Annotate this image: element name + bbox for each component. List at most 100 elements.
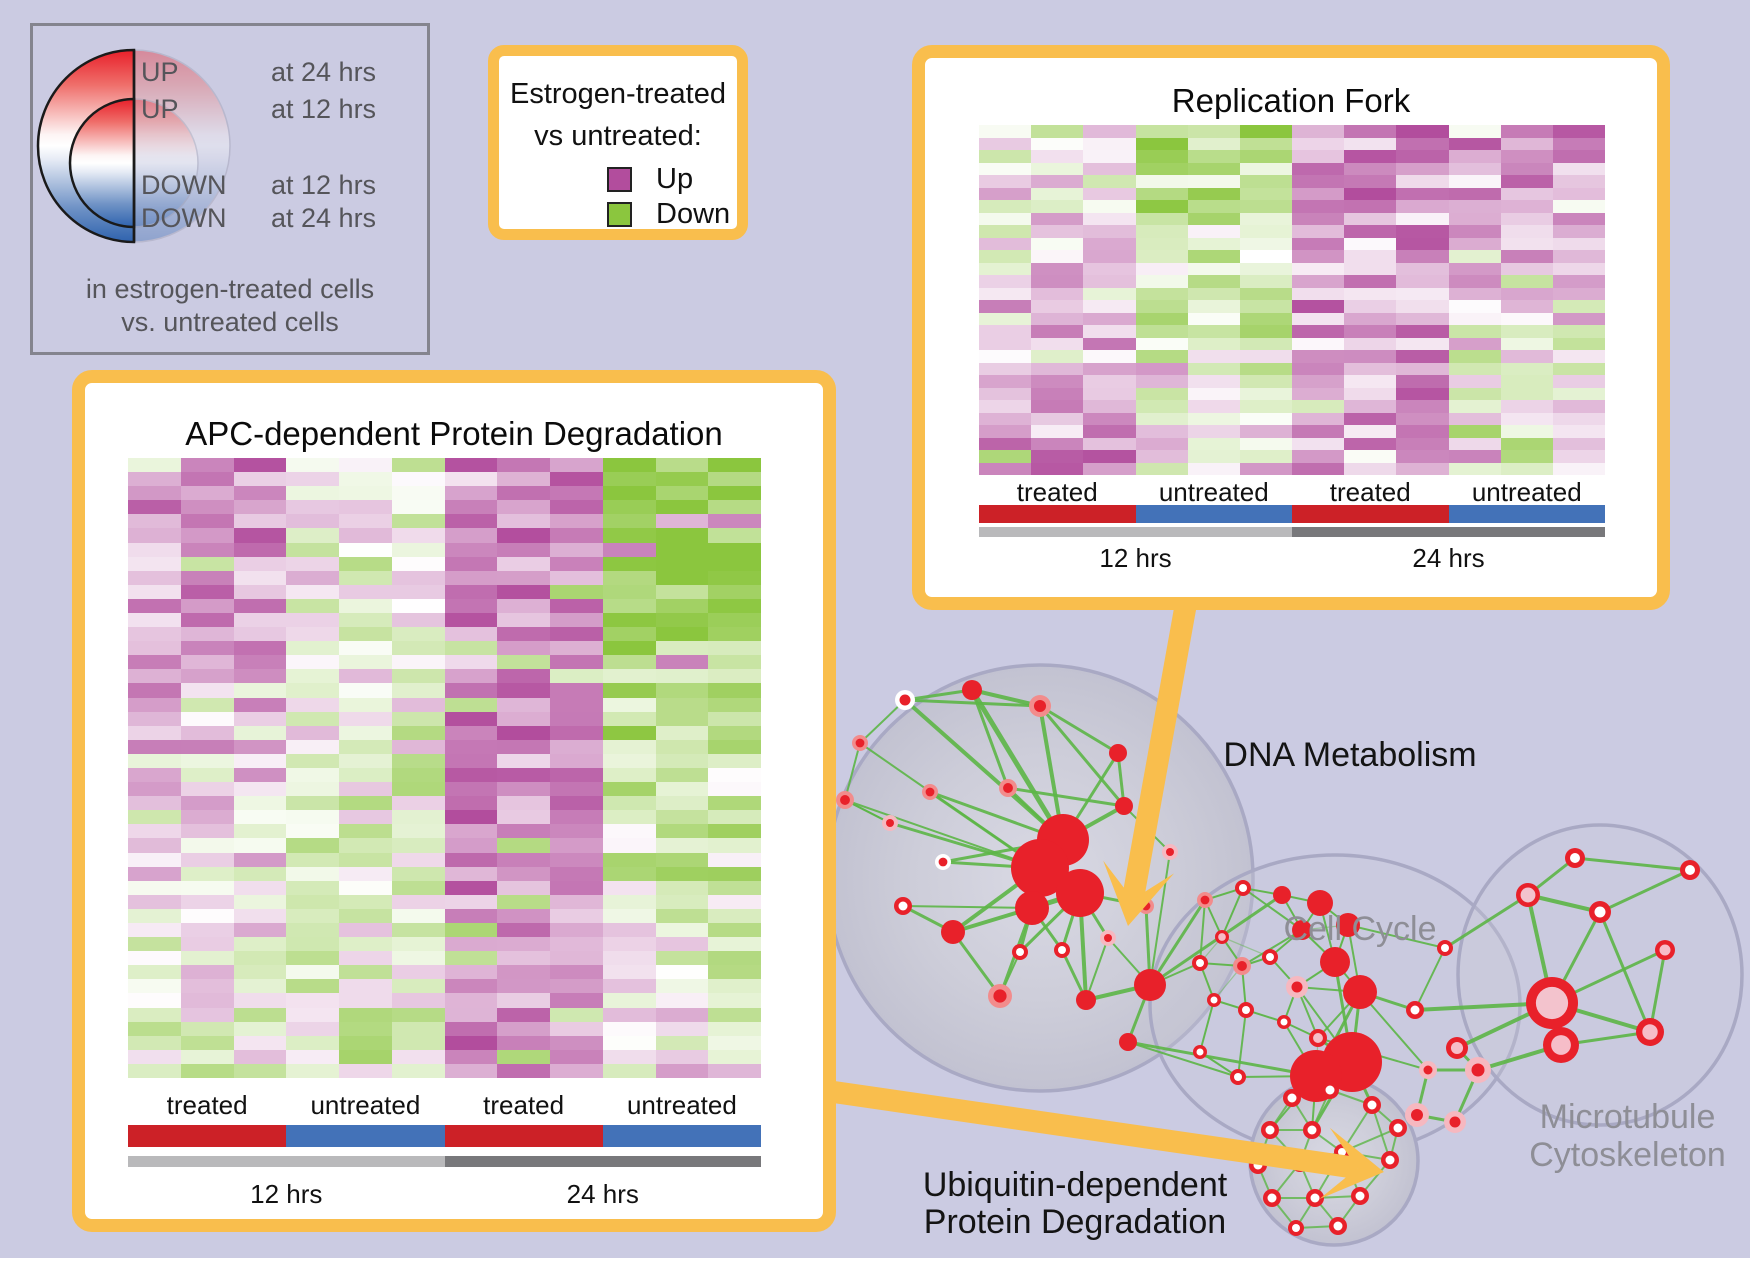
heatmap-cell <box>1292 150 1345 163</box>
heatmap-cell <box>1396 312 1449 325</box>
connector-arrow-head <box>1319 1127 1384 1199</box>
heatmap-cell <box>708 866 761 881</box>
bar-24hrs <box>1292 527 1605 537</box>
heatmap-cell <box>1187 437 1240 450</box>
heatmap-cell <box>286 951 339 966</box>
heatmap-cell <box>1239 300 1292 313</box>
legend-time-down-12: at 12 hrs <box>271 170 377 200</box>
heatmap-cell <box>444 612 498 628</box>
heatmap-cell <box>1083 125 1136 138</box>
heatmap-cell <box>128 866 181 881</box>
heatmap-cell <box>339 753 392 768</box>
heatmap-cell <box>497 570 550 585</box>
heatmap-cell <box>339 570 392 585</box>
heatmap-cell <box>1239 425 1292 438</box>
network-node-core <box>1333 1221 1343 1231</box>
heatmap-cell <box>1135 225 1188 238</box>
heatmap-cell <box>339 810 392 825</box>
heatmap-cell <box>1552 125 1605 138</box>
network-edge <box>1199 899 1206 964</box>
heatmap-cell <box>1135 200 1188 213</box>
heatmap-cell <box>708 514 761 529</box>
heatmap-cell <box>444 627 498 642</box>
heatmap-cell <box>550 782 603 797</box>
network-node-core <box>1551 1035 1571 1055</box>
heatmap-cell <box>655 810 709 825</box>
heatmap-cell <box>444 824 498 839</box>
heatmap-cell <box>1031 425 1084 438</box>
heatmap-cell <box>1344 137 1397 150</box>
heatmap-cell <box>1552 250 1605 263</box>
heatmap-cell <box>286 739 339 754</box>
heatmap-cell <box>128 908 181 923</box>
network-node <box>1056 869 1104 917</box>
heatmap-cell <box>1083 387 1136 400</box>
heatmap-cell <box>444 655 498 670</box>
heatmap-cell <box>1239 125 1292 138</box>
heatmap-cell <box>1292 262 1345 275</box>
heatmap-cell <box>979 162 1032 175</box>
network-node-core <box>1003 783 1013 793</box>
heatmap-cell <box>708 627 761 642</box>
heatmap-cell <box>1448 312 1501 325</box>
heatmap-cell <box>1083 200 1136 213</box>
heatmap-cell <box>1448 150 1501 163</box>
heatmap-cell <box>655 922 709 938</box>
heatmap-cell <box>1031 237 1084 250</box>
heatmap-cell <box>180 1007 234 1022</box>
heatmap-cell <box>1552 375 1605 388</box>
heatmap-cell <box>497 697 550 712</box>
heatmap-cell <box>497 584 550 599</box>
heatmap-cell <box>655 669 709 684</box>
heatmap-cell <box>1083 275 1136 288</box>
heatmap-cell <box>444 753 498 768</box>
untreated-bar <box>1135 505 1292 523</box>
heatmap-cell <box>233 711 287 726</box>
heatmap-cell <box>1031 212 1084 225</box>
heatmap-cell <box>339 655 392 670</box>
heatmap-cell <box>979 137 1032 150</box>
heatmap-cell <box>1500 425 1553 438</box>
heatmap-cell <box>1239 375 1292 388</box>
heatmap-cell <box>1187 287 1240 300</box>
heatmap-cell <box>1396 200 1449 213</box>
heatmap-cell <box>1552 150 1605 163</box>
heatmap-cell <box>233 1021 287 1036</box>
network-node <box>1307 890 1333 916</box>
heatmap-cell <box>602 655 656 670</box>
heatmap-cell <box>1292 325 1345 338</box>
down-label: Down <box>656 197 731 230</box>
group-label: treated <box>1329 477 1411 507</box>
heatmap-cell <box>1396 125 1449 138</box>
heatmap-cell <box>180 697 234 712</box>
heatmap-cell <box>708 1049 761 1064</box>
heatmap-cell <box>1500 250 1553 263</box>
heatmap-cell <box>286 598 339 613</box>
heatmap-cell <box>233 951 287 966</box>
heatmap-cell <box>1552 437 1605 450</box>
heatmap-cell <box>708 669 761 684</box>
heatmap-cell <box>391 655 445 670</box>
cluster-label-cell-cycle: Cell Cycle <box>1283 910 1437 948</box>
heatmap-cell <box>1500 200 1553 213</box>
heatmap-cell <box>444 937 498 952</box>
heatmap-cell <box>1135 387 1188 400</box>
heatmap-cell <box>339 472 392 487</box>
heatmap-cell <box>550 753 603 768</box>
heatmap-cell <box>1448 387 1501 400</box>
heatmap-cell <box>444 796 498 811</box>
heatmap-cell <box>1448 212 1501 225</box>
heatmap-cell <box>128 782 181 797</box>
network-node-core <box>1265 1125 1275 1135</box>
heatmap-cell <box>391 472 445 487</box>
microtubule-label-line1: Microtubule <box>1539 1098 1716 1136</box>
heatmap-cell <box>233 472 287 487</box>
heatmap-cell <box>497 796 550 811</box>
heatmap-cell <box>1083 150 1136 163</box>
network-node-core <box>899 694 911 706</box>
heatmap-cell <box>128 472 181 487</box>
heatmap-cell <box>180 852 234 867</box>
heatmap-cell <box>286 937 339 952</box>
heatmap-cell <box>1448 262 1501 275</box>
heatmap-cell <box>708 894 761 909</box>
